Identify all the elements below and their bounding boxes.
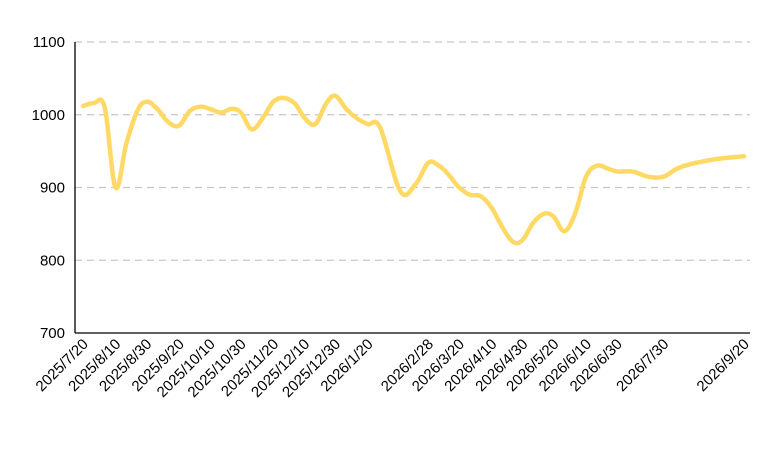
gridlines: [75, 41, 750, 261]
axes: [74, 42, 750, 334]
y-tick-label: 1000: [32, 107, 65, 124]
x-tick-label: 2026/9/20: [694, 336, 753, 395]
x-tick-label-group: 2026/9/20: [694, 336, 753, 395]
y-tick-label: 1100: [33, 34, 65, 51]
x-tick-labels: 2025/7/202025/8/102025/8/302025/9/202025…: [33, 336, 753, 401]
series-line-0: [80, 93, 747, 246]
series-layer: [80, 93, 747, 246]
y-tick-labels: 700 800 900 1000 1100: [32, 34, 65, 342]
y-tick-label: 800: [40, 252, 65, 269]
y-tick-label: 700: [40, 325, 65, 342]
y-tick-label: 900: [40, 180, 65, 197]
